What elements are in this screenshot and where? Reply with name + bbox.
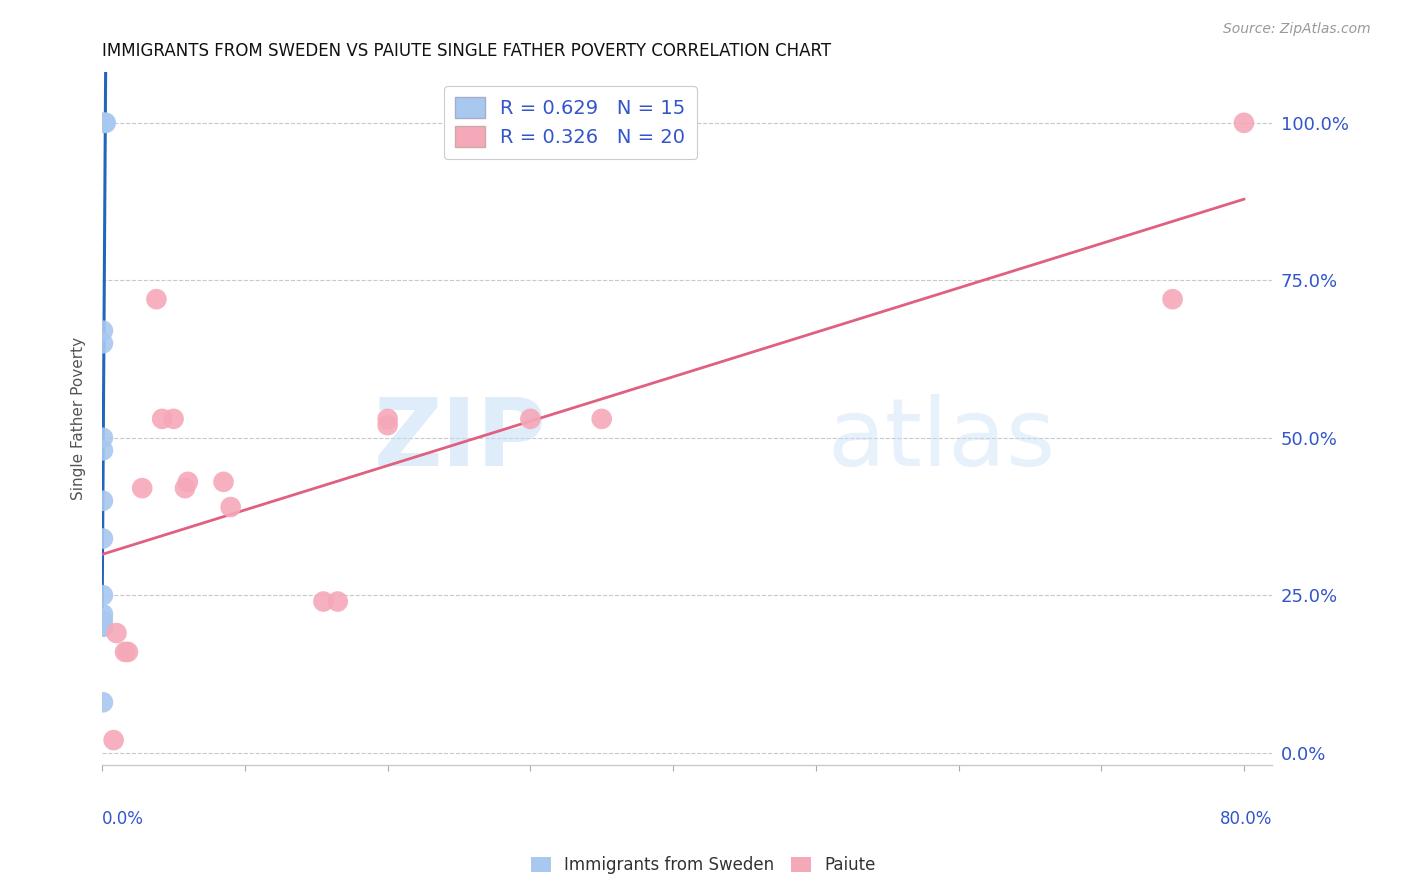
Point (93, 116, 115, 130)
Point (91, 620, 114, 634)
Point (91, 532, 114, 546)
Point (94, 116, 117, 130)
Point (91, 336, 114, 351)
Text: IMMIGRANTS FROM SWEDEN VS PAIUTE SINGLE FATHER POVERTY CORRELATION CHART: IMMIGRANTS FROM SWEDEN VS PAIUTE SINGLE … (103, 42, 831, 60)
Legend: R = 0.629   N = 15, R = 0.326   N = 20: R = 0.629 N = 15, R = 0.326 N = 20 (444, 86, 697, 159)
Y-axis label: Single Father Poverty: Single Father Poverty (72, 337, 86, 500)
Point (91, 607, 114, 621)
Text: ZIP: ZIP (374, 393, 547, 485)
Point (117, 645, 139, 659)
Point (1233, 116, 1256, 130)
Point (105, 626, 128, 640)
Point (91, 695, 114, 709)
Point (212, 475, 235, 489)
Point (150, 412, 173, 426)
Point (174, 481, 197, 495)
Point (219, 500, 242, 514)
Point (91, 324, 114, 338)
Text: atlas: atlas (828, 393, 1056, 485)
Point (91, 116, 114, 130)
Point (103, 733, 125, 747)
Text: 80.0%: 80.0% (1220, 810, 1272, 829)
Point (114, 645, 136, 659)
Text: Source: ZipAtlas.com: Source: ZipAtlas.com (1223, 22, 1371, 37)
Point (131, 481, 153, 495)
Point (91, 443, 114, 458)
Point (1161, 292, 1184, 306)
Point (162, 412, 184, 426)
Text: 0.0%: 0.0% (103, 810, 143, 829)
Point (91, 614, 114, 628)
Point (519, 412, 541, 426)
Point (312, 594, 335, 608)
Point (377, 418, 399, 433)
Point (326, 594, 349, 608)
Legend: Immigrants from Sweden, Paiute: Immigrants from Sweden, Paiute (526, 851, 880, 880)
Point (177, 475, 200, 489)
Point (591, 412, 613, 426)
Point (91, 620, 114, 634)
Point (377, 412, 399, 426)
Point (91, 588, 114, 602)
Point (91, 431, 114, 445)
Point (91, 493, 114, 508)
Point (145, 292, 167, 306)
